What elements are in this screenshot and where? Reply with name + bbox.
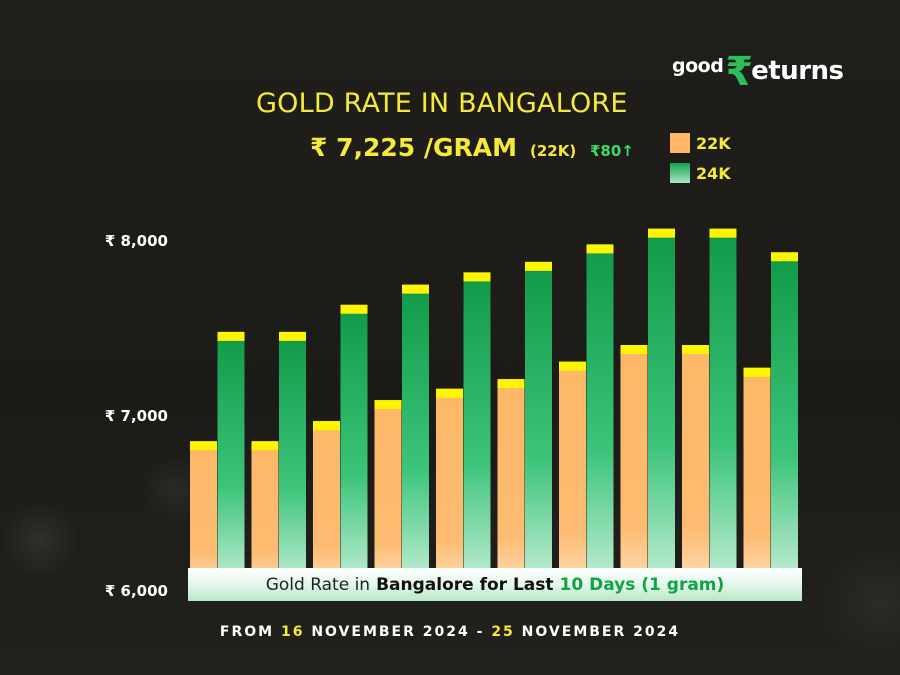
y-tick-label: ₹ 7,000 — [105, 407, 168, 425]
bar-24k-5 — [463, 272, 491, 590]
logo-eturns-text: eturns — [751, 56, 844, 86]
y-tick-label: ₹ 6,000 — [105, 582, 168, 600]
price-karat: (22K) — [530, 142, 577, 160]
caption-part2: Bangalore for Last — [376, 574, 554, 595]
legend-item-22k: 22K — [670, 128, 731, 158]
footer-end-day: 25 — [491, 624, 515, 640]
y-axis: ₹ 6,000 ₹ 7,000 ₹ 8,000 — [105, 232, 168, 600]
chart-legend: 22K 24K — [670, 128, 731, 188]
bar-22k-3 — [313, 421, 340, 590]
bar-22k-10 — [743, 367, 771, 590]
date-range: FROM 16 NOVEMBER 2024 - 25 NOVEMBER 2024 — [0, 624, 900, 640]
bar-22k-9 — [682, 345, 709, 590]
footer-end-rest: NOVEMBER 2024 — [521, 624, 681, 640]
bar-22k-7 — [559, 361, 586, 590]
bar-cap-24k-3 — [340, 304, 368, 314]
bar-cap-22k-7 — [559, 361, 586, 371]
bar-cap-24k-8 — [648, 228, 675, 238]
bar-cap-24k-10 — [771, 252, 798, 262]
legend-swatch-22k — [670, 133, 690, 153]
price-change: ₹80↑ — [590, 142, 634, 160]
bar-22k-6 — [497, 379, 525, 590]
bars — [190, 228, 798, 590]
bar-24k-8 — [648, 228, 675, 590]
legend-swatch-24k — [670, 163, 690, 183]
bar-cap-24k-1 — [217, 331, 245, 341]
bar-cap-22k-10 — [743, 367, 771, 377]
caption-part3: 10 Days (1 gram) — [559, 574, 725, 595]
bar-22k-8 — [620, 345, 648, 590]
footer-start-rest: NOVEMBER 2024 - — [311, 624, 485, 640]
bar-cap-22k-9 — [682, 345, 709, 354]
bar-cap-22k-2 — [251, 441, 279, 451]
legend-label-22k: 22K — [696, 133, 731, 153]
footer-from: FROM — [219, 624, 275, 640]
bar-22k-2 — [251, 441, 279, 590]
bar-cap-24k-6 — [525, 261, 552, 271]
bar-24k-2 — [279, 331, 306, 590]
bar-cap-22k-3 — [313, 421, 340, 431]
chart-caption: Gold Rate in Bangalore for Last 10 Days … — [188, 568, 802, 601]
rupee-icon: ₹ — [725, 49, 754, 95]
bar-24k-9 — [709, 228, 737, 590]
bar-cap-22k-6 — [497, 379, 525, 389]
bar-cap-24k-2 — [279, 331, 306, 341]
bar-22k-4 — [374, 400, 402, 590]
bar-24k-4 — [402, 284, 429, 590]
bar-24k-1 — [217, 331, 245, 590]
bar-24k-10 — [771, 252, 798, 590]
legend-label-24k: 24K — [696, 163, 731, 183]
bar-24k-6 — [525, 261, 552, 590]
bar-cap-22k-4 — [374, 400, 402, 410]
bar-cap-22k-8 — [620, 345, 648, 354]
page-title: GOLD RATE IN BANGALORE — [256, 88, 628, 119]
current-price: ₹ 7,225 /GRAM — [310, 133, 518, 162]
bar-24k-7 — [586, 244, 614, 590]
logo-good-text: good — [672, 55, 724, 77]
footer-start-day: 16 — [280, 624, 305, 640]
bar-cap-24k-9 — [709, 228, 737, 238]
bar-22k-5 — [436, 388, 463, 590]
bar-22k-1 — [190, 441, 217, 590]
y-tick-label: ₹ 8,000 — [105, 232, 168, 250]
goodreturns-logo: good ₹ eturns — [672, 52, 844, 96]
bar-cap-24k-7 — [586, 244, 614, 254]
bar-cap-22k-1 — [190, 441, 217, 451]
legend-item-24k: 24K — [670, 158, 731, 188]
bar-cap-24k-4 — [402, 284, 429, 294]
caption-part1: Gold Rate in — [265, 574, 371, 595]
bar-24k-3 — [340, 304, 368, 590]
bar-cap-22k-5 — [436, 388, 463, 398]
bar-cap-24k-5 — [463, 272, 491, 282]
